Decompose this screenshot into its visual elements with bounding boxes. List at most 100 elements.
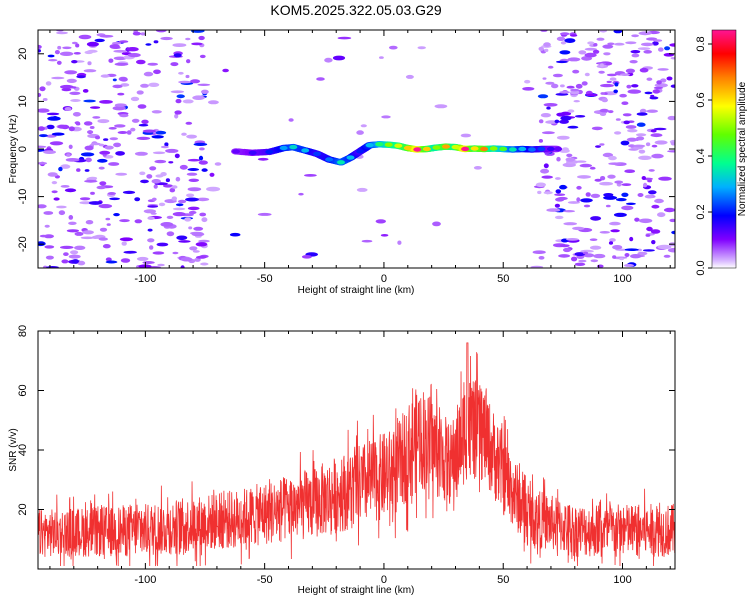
noise-blob xyxy=(650,94,655,98)
noise-blob xyxy=(134,197,141,202)
signal-track-point xyxy=(554,146,563,152)
noise-blob xyxy=(563,247,571,253)
noise-blob xyxy=(574,262,586,266)
spectrogram-x-tick-label: -100 xyxy=(134,273,156,285)
noise-blob xyxy=(625,41,637,45)
noise-blob xyxy=(566,85,575,89)
signal-track-point xyxy=(537,146,546,152)
noise-blob xyxy=(58,166,63,172)
noise-blob xyxy=(114,62,129,66)
snr-y-axis-label: SNR (v/v) xyxy=(8,428,19,471)
noise-blob xyxy=(97,119,110,124)
noise-blob xyxy=(150,212,157,215)
signal-track-point xyxy=(375,142,384,147)
noise-blob xyxy=(600,83,614,88)
noise-blob xyxy=(195,242,208,247)
noise-blob xyxy=(60,245,74,249)
noise-blob xyxy=(417,46,426,50)
noise-blob xyxy=(165,178,170,183)
noise-blob xyxy=(610,229,620,233)
noise-blob xyxy=(574,115,586,118)
noise-blob xyxy=(593,253,606,259)
noise-blob xyxy=(155,130,167,135)
noise-blob xyxy=(631,53,640,58)
noise-blob xyxy=(64,188,77,193)
noise-blob xyxy=(200,262,209,266)
noise-blob xyxy=(130,96,140,102)
noise-blob xyxy=(645,142,651,147)
noise-blob xyxy=(46,124,55,130)
noise-blob xyxy=(99,34,114,38)
noise-blob xyxy=(140,83,149,88)
snr-x-tick-label: -50 xyxy=(257,574,273,586)
noise-blob xyxy=(72,112,81,117)
noise-blob xyxy=(645,234,651,237)
noise-blob xyxy=(556,156,561,162)
noise-blob xyxy=(146,174,153,179)
noise-blob xyxy=(615,198,627,202)
noise-blob xyxy=(47,116,61,121)
noise-blob xyxy=(434,104,448,109)
noise-blob xyxy=(599,63,604,68)
noise-blob xyxy=(123,250,137,254)
noise-blob xyxy=(584,72,590,77)
spectrogram-noise xyxy=(38,30,675,268)
noise-blob xyxy=(82,230,94,235)
noise-blob xyxy=(151,197,157,201)
noise-blob xyxy=(590,259,599,263)
noise-blob xyxy=(635,133,647,137)
noise-blob xyxy=(139,171,146,176)
noise-blob xyxy=(584,47,598,51)
noise-blob xyxy=(84,145,94,151)
signal-track-point xyxy=(365,143,374,148)
noise-blob xyxy=(158,202,166,207)
spectrogram-y-axis-label: Frequency (Hz) xyxy=(8,115,19,184)
noise-blob xyxy=(84,169,90,172)
noise-blob xyxy=(620,140,630,146)
noise-blob xyxy=(152,251,165,255)
noise-blob xyxy=(201,168,208,172)
noise-blob xyxy=(51,190,58,194)
noise-blob xyxy=(38,44,42,49)
noise-blob xyxy=(46,134,57,138)
noise-blob xyxy=(143,71,154,77)
signal-track-point xyxy=(442,144,450,149)
noise-blob xyxy=(637,193,644,197)
noise-blob xyxy=(60,185,70,188)
noise-blob xyxy=(199,54,206,59)
noise-blob xyxy=(184,217,192,222)
noise-blob xyxy=(584,52,597,58)
noise-blob xyxy=(60,164,71,169)
noise-blob xyxy=(96,185,106,190)
noise-blob xyxy=(571,256,578,262)
noise-blob xyxy=(63,252,69,256)
noise-blob xyxy=(613,212,627,217)
noise-blob xyxy=(53,197,60,201)
noise-blob xyxy=(621,101,629,105)
noise-blob xyxy=(38,145,47,148)
noise-blob xyxy=(68,144,73,149)
noise-blob xyxy=(574,252,586,257)
noise-blob xyxy=(92,116,101,119)
noise-blob xyxy=(580,198,593,203)
noise-blob xyxy=(162,184,174,188)
noise-blob xyxy=(646,109,658,113)
noise-blob xyxy=(187,206,200,211)
noise-blob xyxy=(88,176,98,180)
noise-blob xyxy=(58,210,66,216)
noise-blob xyxy=(585,192,591,197)
noise-blob xyxy=(627,89,642,94)
noise-blob xyxy=(624,253,630,257)
noise-blob xyxy=(538,119,544,124)
noise-blob xyxy=(193,142,208,146)
noise-blob xyxy=(614,180,624,184)
noise-blob xyxy=(537,190,542,195)
noise-blob xyxy=(608,155,617,161)
noise-blob xyxy=(603,193,614,197)
noise-blob xyxy=(66,78,77,83)
noise-blob xyxy=(361,239,373,243)
noise-blob xyxy=(621,192,629,197)
noise-blob xyxy=(83,69,97,73)
noise-blob xyxy=(38,108,50,113)
noise-blob xyxy=(563,222,577,226)
